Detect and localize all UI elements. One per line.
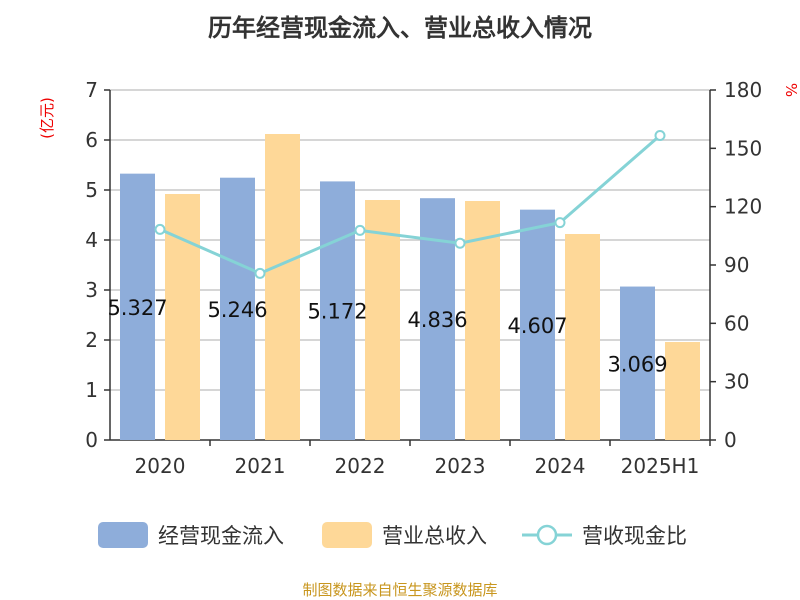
y-right-tick-label: 90 [724, 253, 749, 277]
x-tick-label: 2021 [235, 454, 286, 478]
y-tick-label: 4 [85, 228, 98, 252]
y-tick-label: 2 [85, 328, 98, 352]
bar-cash-inflow [320, 181, 355, 440]
line-point [454, 237, 466, 249]
bar-cash-inflow [520, 209, 555, 440]
bar-data-label: 4.607 [507, 314, 567, 338]
bar-revenue [565, 234, 600, 440]
x-tick-label: 2020 [135, 454, 186, 478]
legend-swatch-ratio-marker [536, 524, 558, 546]
bar-revenue [165, 194, 200, 440]
y-tick-label: 6 [85, 128, 98, 152]
line-point [554, 217, 566, 229]
legend-swatch-revenue [322, 522, 372, 548]
bar-revenue [265, 134, 300, 440]
y-tick-label: 7 [85, 78, 98, 102]
source-note: 制图数据来自恒生聚源数据库 [302, 581, 498, 599]
x-tick-label: 2022 [335, 454, 386, 478]
y-right-tick-label: 120 [724, 195, 762, 219]
line-ratio [159, 134, 661, 275]
legend-label: 经营现金流入 [158, 524, 284, 548]
bar-data-label: 3.069 [607, 352, 667, 376]
legend-swatch-cash-inflow [98, 522, 148, 548]
bar-cash-inflow [620, 286, 655, 440]
bar-cash-inflow [220, 177, 255, 440]
bar-data-label: 5.327 [107, 296, 167, 320]
x-tick-label: 2024 [535, 454, 586, 478]
bar-revenue [665, 342, 700, 440]
y-right-tick-label: 0 [724, 428, 737, 452]
y-tick-label: 5 [85, 178, 98, 202]
bar-cash-inflow [120, 173, 155, 440]
line-point [354, 224, 366, 236]
x-tick-label: 2023 [435, 454, 486, 478]
chart-title: 历年经营现金流入、营业总收入情况 [208, 14, 592, 42]
line-point [654, 130, 666, 141]
y-right-tick-label: 60 [724, 311, 749, 335]
bar-revenue [365, 200, 400, 440]
y-right-axis-label: % [782, 83, 800, 97]
line-point [154, 223, 166, 235]
bar-data-label: 5.172 [307, 300, 367, 324]
y-right-tick-label: 30 [724, 370, 749, 394]
legend-label: 营业总收入 [382, 524, 487, 548]
bar-data-label: 5.246 [207, 298, 267, 322]
legend-label: 营收现金比 [582, 524, 687, 548]
y-tick-label: 3 [85, 278, 98, 302]
y-axis-label: (亿元) [38, 97, 56, 139]
y-tick-label: 1 [85, 378, 98, 402]
x-tick-label: 2025H1 [621, 454, 700, 478]
y-tick-label: 0 [85, 428, 98, 452]
line-point [254, 267, 266, 279]
y-right-tick-label: 180 [724, 78, 762, 102]
bar-data-label: 4.836 [407, 308, 467, 332]
y-right-tick-label: 150 [724, 136, 762, 160]
